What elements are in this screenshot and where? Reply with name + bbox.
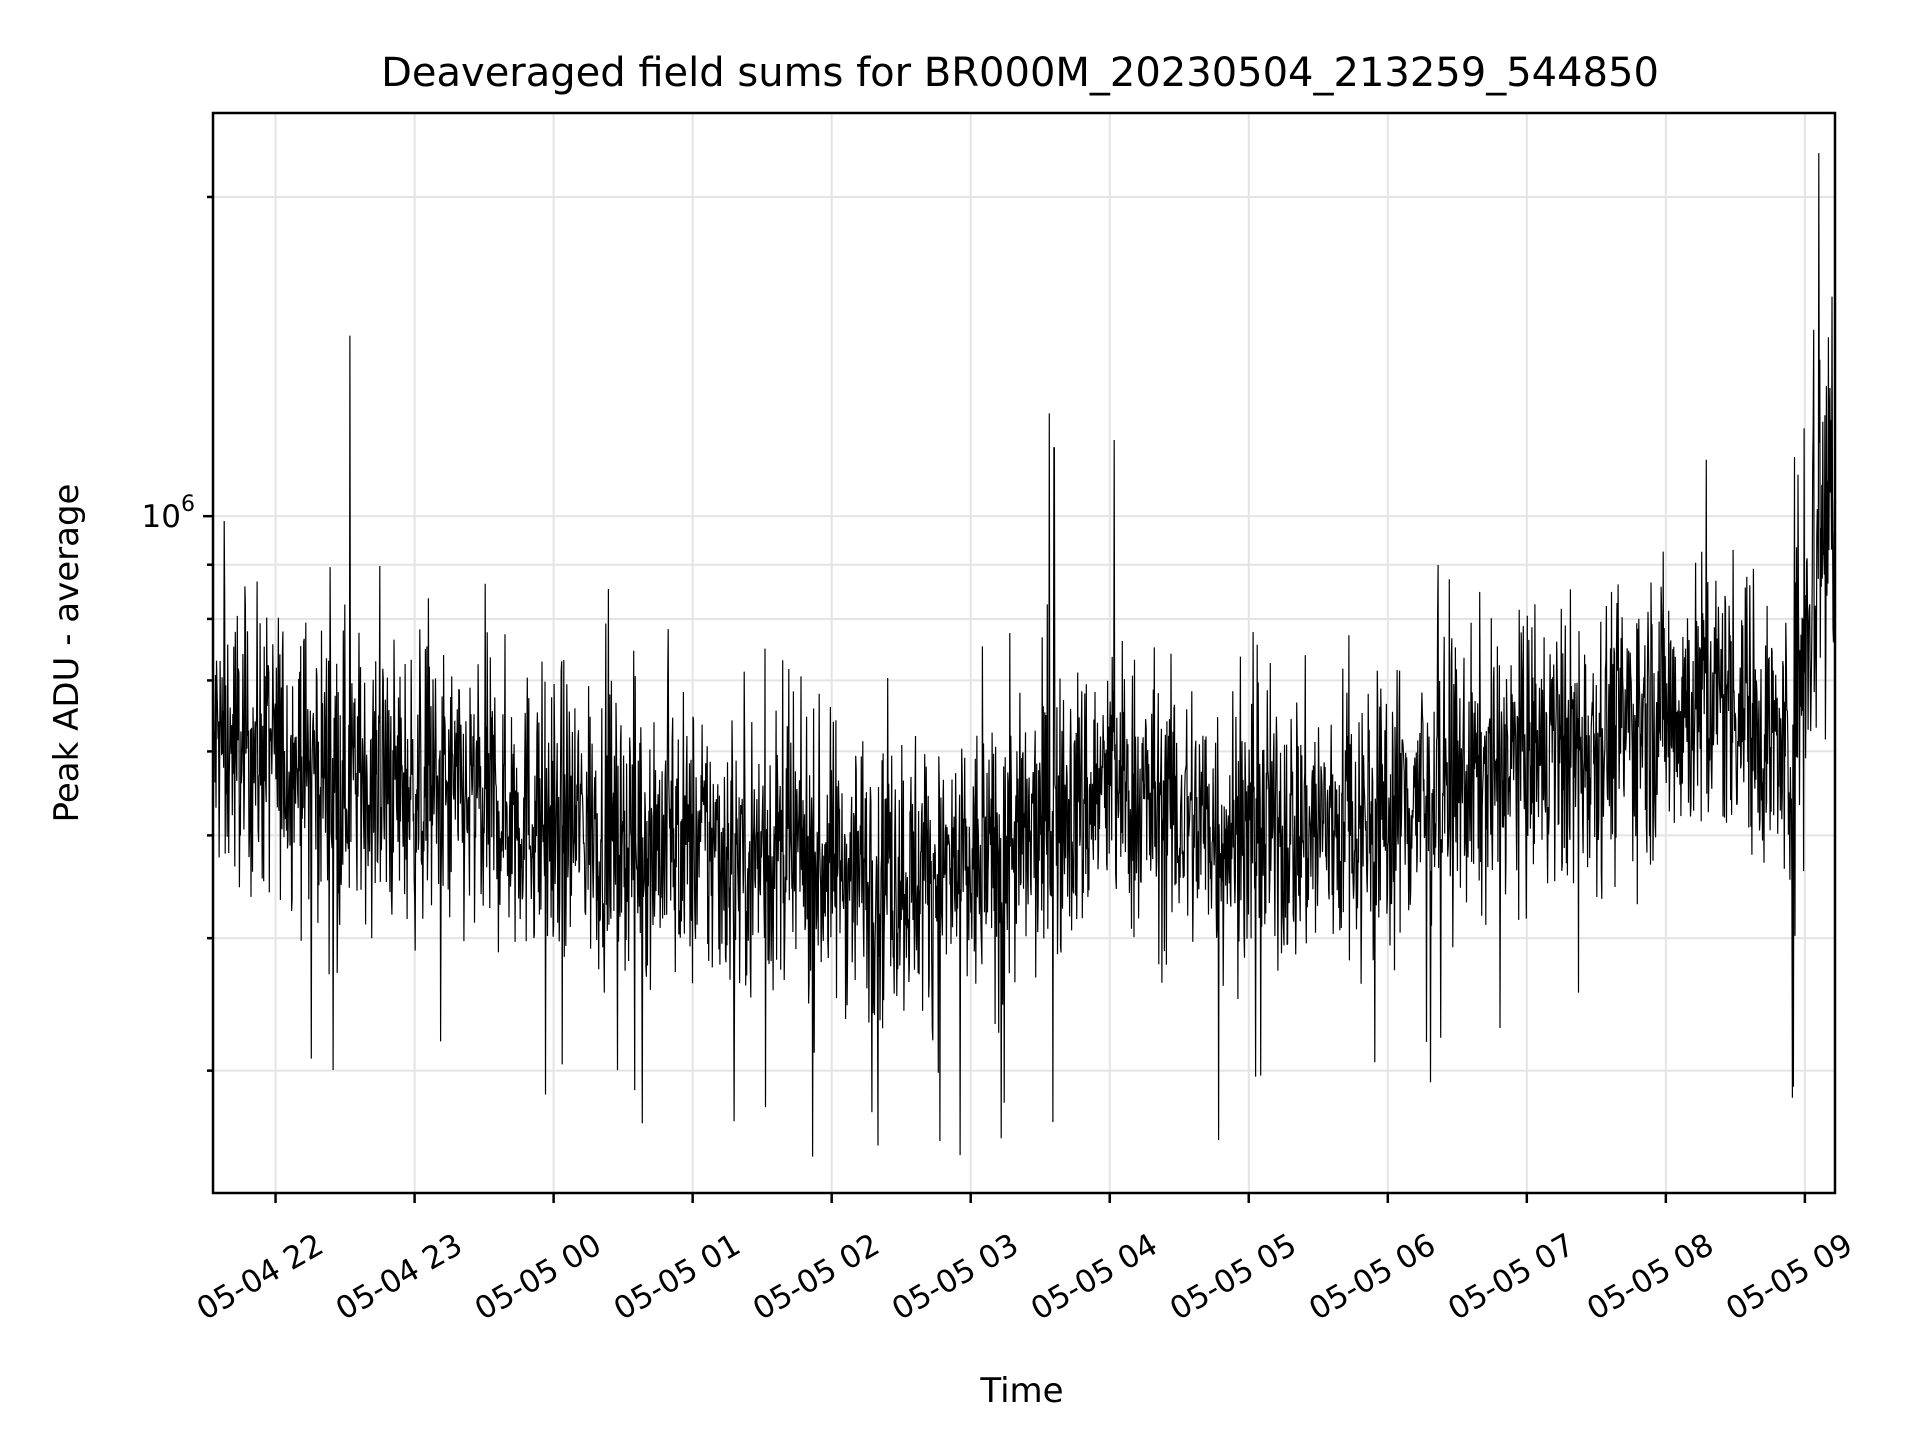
series-line (212, 153, 1836, 1157)
x-tick-label: 05-04 23 (330, 1227, 469, 1328)
x-tick-label: 05-05 01 (608, 1227, 747, 1328)
y-tick-label-base: 10 (142, 499, 181, 535)
x-tick-label: 05-04 22 (191, 1227, 330, 1328)
y-axis-label: Peak ADU - average (47, 484, 87, 823)
x-tick-label: 05-05 05 (1164, 1227, 1303, 1328)
x-tick-label: 05-05 06 (1303, 1227, 1442, 1328)
y-tick-label: 106 (142, 492, 195, 535)
x-axis: 05-04 22 05-04 23 05-05 00 05-05 01 05-05 02… (191, 1193, 1859, 1328)
x-axis-label: Time (979, 1371, 1063, 1411)
x-tick-label: 05-05 00 (469, 1227, 608, 1328)
x-tick-label: 05-05 04 (1025, 1227, 1164, 1328)
x-tick-label: 05-05 03 (886, 1227, 1025, 1328)
x-tick-label: 05-05 02 (747, 1227, 886, 1328)
y-tick-label-exponent: 6 (181, 492, 195, 517)
plot-frame (211, 111, 1837, 1195)
x-tick-label: 05-05 08 (1581, 1227, 1720, 1328)
x-tick-label: 05-05 09 (1720, 1227, 1859, 1328)
y-axis: 106 (142, 195, 213, 1072)
grid-layer (213, 113, 1835, 1193)
chart-title: Deaveraged field sums for BR000M_2023050… (381, 50, 1659, 96)
x-tick-label: 05-05 07 (1442, 1227, 1581, 1328)
